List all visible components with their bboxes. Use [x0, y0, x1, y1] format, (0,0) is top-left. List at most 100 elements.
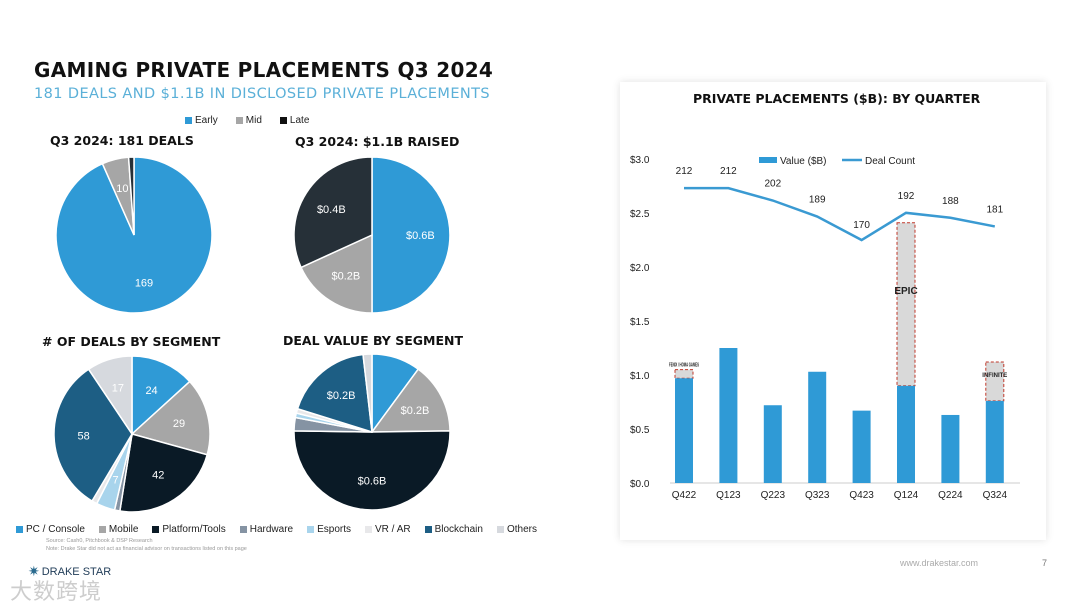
legend-swatch — [424, 526, 432, 533]
y-tick-label: $1.5 — [630, 317, 650, 328]
highlight-bar-segment — [985, 361, 1005, 402]
footer-url[interactable]: www.drakestar.com — [900, 558, 979, 568]
legend-swatch — [239, 526, 247, 533]
company-logo: EPIC — [894, 286, 917, 297]
pie-title-deals-segment: # OF DEALS BY SEGMENT — [42, 334, 221, 349]
value-bar — [897, 385, 915, 483]
watermark: 大数跨境 — [10, 580, 103, 605]
company-logo: INFINITE — [982, 373, 1007, 379]
value-bar — [675, 378, 693, 483]
deal-count-label: 181 — [986, 204, 1003, 215]
legend-item: Blockchain — [424, 524, 483, 535]
legend-label: PC / Console — [26, 524, 85, 535]
x-tick-label: Q422 — [672, 490, 697, 501]
legend-late: Late — [279, 115, 309, 126]
company-logo: FENIX / HOMA GAMES — [669, 362, 699, 368]
pie-slice — [87, 355, 133, 437]
legend-swatch — [98, 526, 106, 533]
pie-slice — [371, 156, 451, 314]
pie-data-label: 169 — [135, 277, 153, 289]
legend-label-count: Deal Count — [865, 156, 915, 167]
legend-label: VR / AR — [375, 524, 411, 535]
legend-item: Others — [496, 524, 537, 535]
legend-item: PC / Console — [16, 524, 85, 535]
legend-swatch — [496, 526, 504, 533]
y-tick-label: $1.0 — [630, 371, 650, 382]
legend-label-value: Value ($B) — [780, 156, 827, 167]
highlight-bar-segment — [674, 369, 694, 379]
legend-item: Hardware — [239, 524, 293, 535]
value-bar — [719, 348, 738, 483]
source-text: Source: Cash0, Pitchbook & DSP Research — [46, 538, 153, 544]
deal-count-label: 212 — [676, 166, 693, 177]
pie-title-value-segment: DEAL VALUE BY SEGMENT — [283, 333, 463, 348]
pie-slice — [362, 353, 373, 433]
legend-early: Early — [185, 115, 218, 126]
legend-swatch-value — [759, 157, 777, 163]
legend-label: Others — [506, 524, 537, 535]
legend-mid: Mid — [235, 115, 262, 126]
pie-data-label: $0.4B — [317, 204, 346, 216]
y-tick-label: $2.5 — [630, 209, 650, 220]
value-bar — [985, 400, 1004, 483]
legend-label: Blockchain — [434, 524, 483, 535]
pie-data-label: 7 — [112, 474, 118, 486]
y-tick-label: $0.5 — [630, 425, 650, 436]
pie-raised-by-stage: $0.6B $0.2B $0.4B — [293, 156, 451, 314]
pie-slice — [370, 368, 451, 433]
pie-slice — [130, 380, 211, 456]
pie-deals-by-segment: 24 29 42 7 58 17 — [53, 355, 211, 513]
y-tick-label: $3.0 — [630, 155, 650, 166]
x-tick-label: Q123 — [716, 490, 741, 501]
value-bar — [941, 414, 960, 483]
legend-label: Esports — [317, 524, 352, 535]
pie-title-raised: Q3 2024: $1.1B RAISED — [295, 134, 460, 149]
deal-count-label: 202 — [764, 179, 781, 190]
source-note: Source: Cash0, Pitchbook & DSP Research … — [46, 537, 247, 553]
pie-data-label: $0.2B — [327, 390, 356, 402]
segment-legend: PC / Console Mobile Platform/Tools Hardware… — [16, 524, 547, 535]
pie-data-label: $0.2B — [331, 271, 360, 283]
deal-count-label: 212 — [720, 166, 737, 177]
pie-title-deals: Q3 2024: 181 DEALS — [50, 133, 194, 148]
pie-value-by-segment: $0.2B $0.6B $0.2B — [293, 353, 451, 511]
deal-count-label: 189 — [809, 195, 826, 206]
pie-data-label: 24 — [145, 385, 157, 397]
pie-data-label: 58 — [78, 430, 90, 442]
legend-item: Esports — [307, 524, 351, 535]
pie-slice — [293, 430, 451, 511]
legend-item: Platform/Tools — [152, 524, 226, 535]
x-tick-label: Q324 — [983, 490, 1008, 501]
deal-count-label: 170 — [853, 220, 870, 231]
legend-item: Mobile — [98, 524, 139, 535]
pie-data-label: $0.6B — [358, 475, 387, 487]
drake-star-logo: ✷ DRAKE STAR — [28, 563, 112, 579]
page-title: GAMING PRIVATE PLACEMENTS Q3 2024 — [34, 58, 494, 82]
note-text: Note: Drake Star did not act as financia… — [46, 546, 247, 552]
pie-slice — [119, 433, 209, 513]
y-tick-label: $0.0 — [630, 479, 650, 490]
y-tick-label: $2.0 — [630, 263, 650, 274]
pie-data-label: $0.2B — [401, 405, 430, 417]
legend-label: Mobile — [108, 524, 139, 535]
pie-slice — [293, 156, 373, 269]
pie-slice — [127, 156, 135, 236]
pie-slice — [296, 353, 373, 434]
pie-data-label: $0.6B — [406, 230, 435, 242]
pie-data-label: 29 — [173, 418, 185, 430]
highlight-bar-segment — [896, 222, 916, 387]
legend-swatch — [365, 526, 373, 533]
x-tick-label: Q124 — [894, 490, 919, 501]
page-number: 7 — [1042, 558, 1048, 568]
pie-slice — [300, 233, 373, 314]
star-icon: ✷ — [28, 563, 40, 579]
bar-line-chart: $0.0 $0.5 $1.0 $1.5 $2.0 $2.5 $3.0 Q422 FENIX / … — [630, 155, 1020, 501]
legend-item: VR / AR — [365, 524, 411, 535]
page-subtitle: 181 DEALS AND $1.1B IN DISCLOSED PRIVATE… — [34, 86, 491, 102]
pie-deals-by-stage: 169 10 — [55, 156, 213, 314]
bar-chart-title: PRIVATE PLACEMENTS ($B): BY QUARTER — [693, 91, 981, 106]
deal-count-label: 192 — [898, 191, 915, 202]
pie-slice — [131, 355, 191, 436]
legend-swatch — [152, 526, 160, 533]
